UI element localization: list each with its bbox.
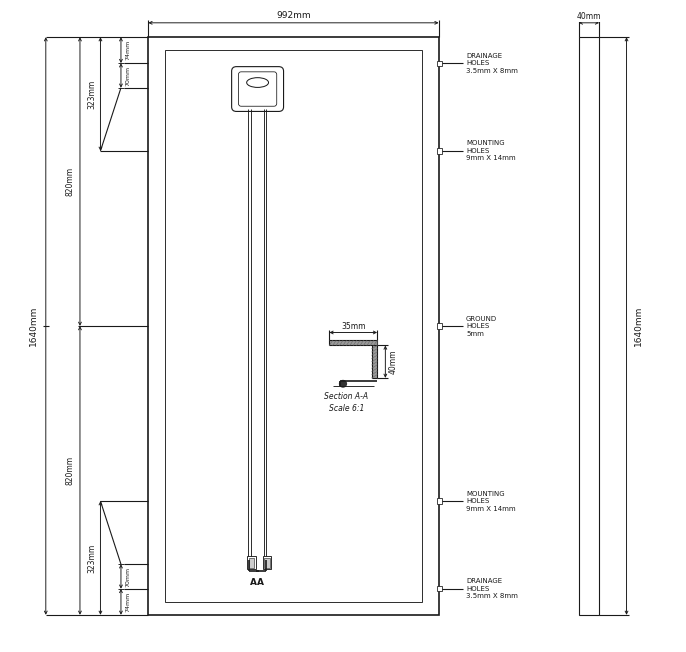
Text: 323mm: 323mm [88, 80, 97, 109]
Bar [264, 557, 270, 567]
Text: DRAINAGE
HOLES
3.5mm X 8mm: DRAINAGE HOLES 3.5mm X 8mm [466, 578, 518, 599]
Bar [437, 323, 442, 329]
Bar [579, 37, 599, 615]
Text: GROUND
HOLES
5mm: GROUND HOLES 5mm [466, 316, 497, 336]
Text: 992mm: 992mm [276, 10, 311, 20]
Bar [437, 586, 442, 591]
FancyBboxPatch shape [232, 67, 283, 111]
Text: 70mm: 70mm [126, 65, 130, 85]
Text: 820mm: 820mm [66, 456, 75, 485]
Bar [249, 557, 255, 567]
Text: 1640mm: 1640mm [29, 306, 38, 346]
Text: Section A-A
Scale 6:1: Section A-A Scale 6:1 [324, 393, 368, 413]
Text: 74mm: 74mm [126, 592, 130, 612]
Bar [437, 61, 442, 66]
FancyBboxPatch shape [239, 72, 276, 106]
Text: MOUNTING
HOLES
9mm X 14mm: MOUNTING HOLES 9mm X 14mm [466, 490, 516, 512]
Text: 70mm: 70mm [126, 567, 130, 587]
Bar [437, 499, 442, 504]
Text: MOUNTING
HOLES
9mm X 14mm: MOUNTING HOLES 9mm X 14mm [466, 140, 516, 162]
Text: A: A [257, 578, 264, 587]
Text: 1640mm: 1640mm [635, 306, 643, 346]
Text: 323mm: 323mm [88, 543, 97, 572]
Bar [263, 556, 271, 569]
Ellipse shape [247, 78, 268, 87]
Bar [248, 556, 256, 569]
Text: 40mm: 40mm [577, 12, 601, 21]
Bar [165, 50, 422, 602]
Circle shape [340, 381, 346, 387]
Text: A: A [250, 578, 257, 587]
Text: 820mm: 820mm [66, 167, 75, 196]
Text: 74mm: 74mm [126, 40, 130, 60]
Text: DRAINAGE
HOLES
3.5mm X 8mm: DRAINAGE HOLES 3.5mm X 8mm [466, 53, 518, 74]
Text: 40mm: 40mm [389, 349, 398, 374]
Bar [372, 346, 377, 378]
Bar [437, 148, 442, 153]
Bar [329, 340, 377, 346]
Text: 35mm: 35mm [341, 321, 366, 331]
Bar [148, 37, 438, 615]
